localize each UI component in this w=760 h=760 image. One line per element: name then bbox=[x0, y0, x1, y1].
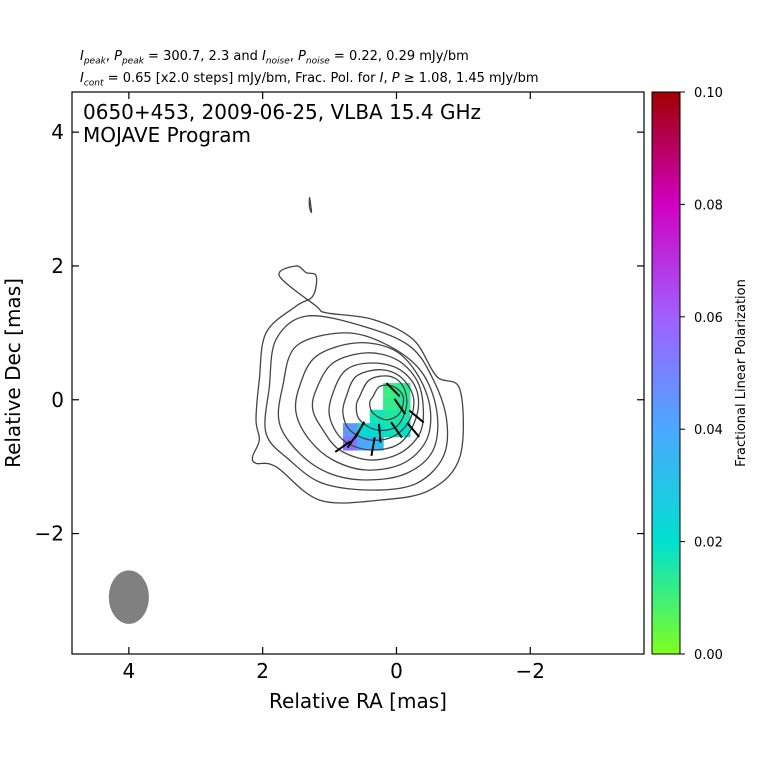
ppeak-sub: peak bbox=[121, 56, 144, 67]
evpa-stick-1 bbox=[393, 398, 407, 415]
p-symbol: P bbox=[114, 49, 122, 64]
p-symbol-3: P bbox=[391, 71, 400, 86]
x-tick-label: 0 bbox=[390, 659, 403, 683]
peak-sub: peak bbox=[83, 56, 106, 67]
threshold-text: ≥ 1.08, 1.45 mJy/bm bbox=[399, 71, 539, 86]
colorbar-tick-label: 0.08 bbox=[694, 198, 723, 213]
evpa-stick-2 bbox=[390, 421, 403, 439]
y-tick-label: 2 bbox=[51, 254, 64, 278]
colorbar-tick-label: 0.10 bbox=[694, 86, 723, 101]
evpa-stick-5 bbox=[377, 423, 382, 443]
contour-level-3 bbox=[277, 332, 439, 481]
chart-title-line-2: MOJAVE Program bbox=[83, 123, 251, 147]
pol-pixel-3 bbox=[396, 383, 411, 398]
i-symbol-2: I bbox=[261, 49, 266, 64]
y-tick-label: 4 bbox=[51, 120, 64, 144]
evpa-stick-0 bbox=[385, 382, 401, 398]
x-axis-label: Relative RA [mas] bbox=[269, 689, 447, 713]
pol-pixel-12 bbox=[356, 436, 371, 451]
x-tick-label: −2 bbox=[516, 659, 545, 683]
contour-text: = 0.65 [x2.0 steps] mJy/bm, Frac. Pol. f… bbox=[103, 71, 380, 86]
noise-values: = 0.22, 0.29 mJy/bm bbox=[329, 49, 469, 64]
i-symbol-3: I bbox=[80, 71, 84, 86]
colorbar-tick-label: 0.04 bbox=[694, 423, 723, 438]
contour-level-10 bbox=[308, 197, 313, 214]
evpa-stick-8 bbox=[346, 431, 360, 449]
peak-values: = 300.7, 2.3 and bbox=[143, 49, 262, 64]
x-tick-label: 2 bbox=[256, 659, 269, 683]
evpa-stick-7 bbox=[370, 437, 376, 456]
beam-ellipse bbox=[108, 570, 149, 624]
y-tick-label: −2 bbox=[35, 522, 64, 546]
colorbar-tick-label: 0.02 bbox=[694, 536, 723, 551]
header-line-1: Ipeak, Ppeak = 300.7, 2.3 and Inoise, Pn… bbox=[80, 49, 469, 67]
colorbar-label: Fractional Linear Polarization bbox=[734, 279, 749, 467]
i-symbol-4: I bbox=[379, 71, 384, 86]
contour-level-9 bbox=[369, 384, 405, 421]
noise-sub: noise bbox=[265, 56, 290, 67]
i-symbol: I bbox=[80, 49, 84, 64]
evpa-stick-3 bbox=[408, 409, 425, 424]
cont-sub: cont bbox=[83, 78, 104, 89]
x-tick-label: 4 bbox=[122, 659, 135, 683]
colorbar-ticks: 0.00 0.02 0.04 0.06 0.08 0.10 bbox=[680, 86, 723, 663]
y-axis-label: Relative Dec [mas] bbox=[1, 278, 25, 468]
header-line-2: Icont = 0.65 [x2.0 steps] mJy/bm, Frac. … bbox=[80, 71, 539, 89]
noise-sub-2: noise bbox=[305, 56, 330, 67]
plot-frame bbox=[71, 91, 645, 655]
contour-level-8 bbox=[355, 375, 408, 432]
chart-title-line-1: 0650+453, 2009-06-25, VLBA 15.4 GHz bbox=[83, 100, 481, 124]
axes: 4 2 0 −2 4 2 0 −2 bbox=[35, 92, 644, 683]
contour-level-7 bbox=[342, 369, 415, 441]
pol-pixel-0 bbox=[383, 396, 398, 411]
contour-level-4 bbox=[294, 342, 432, 471]
evpa-stick-9 bbox=[334, 440, 352, 453]
plot-area bbox=[108, 197, 464, 624]
contour-level-2 bbox=[264, 315, 449, 491]
contour-level-1 bbox=[251, 265, 464, 504]
colorbar-tick-label: 0.00 bbox=[694, 648, 723, 663]
evpa-stick-4 bbox=[406, 422, 420, 438]
y-tick-label: 0 bbox=[51, 388, 64, 412]
colorbar-tick-label: 0.06 bbox=[694, 311, 723, 326]
colorbar bbox=[651, 91, 681, 655]
comma-text: , bbox=[383, 71, 392, 86]
pol-pixel-10 bbox=[356, 423, 371, 438]
p-symbol-2: P bbox=[298, 49, 306, 64]
contour-level-5 bbox=[311, 352, 425, 461]
